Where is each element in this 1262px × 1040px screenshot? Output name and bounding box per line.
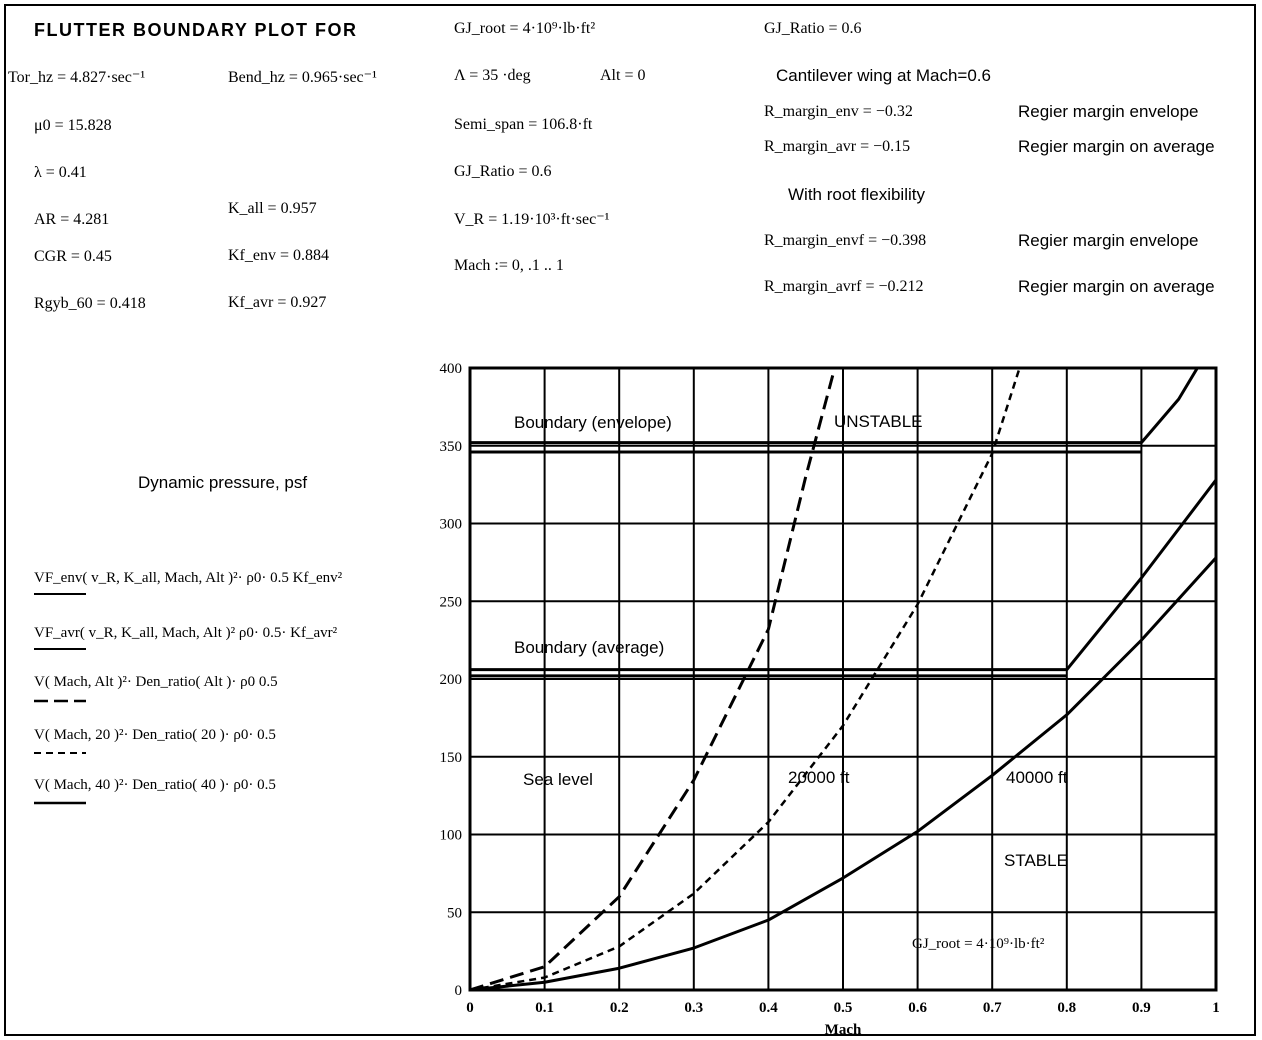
- boundary-envelope-line: [470, 368, 1200, 445]
- lambda-param: λ = 0.41: [34, 164, 87, 181]
- boundary-average-line: [470, 479, 1216, 672]
- kf-avr-param: Kf_avr = 0.927: [228, 294, 327, 311]
- annotation-20000-ft: 20000 ft: [788, 768, 850, 787]
- gj-ratio-param-top: GJ_Ratio = 0.6: [764, 20, 862, 37]
- annotation-boundary-envelope: Boundary (envelope): [514, 413, 672, 432]
- y-tick-label: 100: [440, 828, 463, 844]
- ar-param: AR = 4.281: [34, 211, 110, 228]
- annotation-stable: STABLE: [1004, 851, 1068, 870]
- y-tick-label: 150: [440, 750, 463, 766]
- kf-env-param: Kf_env = 0.884: [228, 247, 330, 264]
- mach-range-def: Mach := 0, .1 .. 1: [454, 257, 564, 274]
- annotation-boundary-average: Boundary (average): [514, 638, 664, 657]
- altitude-40000-curve: [470, 556, 1216, 990]
- legend-sample-20000: [34, 752, 86, 754]
- r-margin-avrf-desc: Regier margin on average: [1018, 277, 1215, 296]
- x-tick-label: 0.2: [610, 1000, 629, 1016]
- r-margin-envf: R_margin_envf = −0.398: [764, 232, 927, 249]
- x-tick-label: 0.9: [1132, 1000, 1151, 1016]
- annotation-sea-level: Sea level: [523, 770, 593, 789]
- r-margin-env-desc: Regier margin envelope: [1018, 102, 1199, 121]
- x-tick-label: 0.8: [1057, 1000, 1076, 1016]
- x-tick-label: 0: [466, 1000, 474, 1016]
- y-tick-label: 350: [440, 439, 463, 455]
- y-tick-label: 250: [440, 594, 463, 610]
- x-tick-label: 0.6: [908, 1000, 927, 1016]
- cgr-param: CGR = 0.45: [34, 248, 112, 265]
- r-margin-avr: R_margin_avr = −0.15: [764, 138, 911, 155]
- r-margin-avrf: R_margin_avrf = −0.212: [764, 278, 924, 295]
- x-tick-label: 0.4: [759, 1000, 778, 1016]
- semi-span-param: Semi_span = 106.8·ft: [454, 116, 593, 133]
- y-tick-label: 0: [455, 983, 463, 999]
- legend-sample-average: [34, 648, 86, 650]
- legend-sample-sea-level: [34, 699, 86, 703]
- r-margin-env: R_margin_env = −0.32: [764, 103, 913, 120]
- y-tick-label: 400: [440, 361, 463, 377]
- x-tick-label: 0.3: [684, 1000, 703, 1016]
- mu0-param: μ0 = 15.828: [34, 117, 112, 134]
- sea-level-curve: [470, 368, 837, 990]
- alt-param: Alt = 0: [600, 67, 646, 84]
- y-tick-label: 300: [440, 517, 463, 533]
- x-tick-label: 0.1: [535, 1000, 554, 1016]
- legend-sample-envelope: [34, 593, 86, 595]
- v-r-param: V_R = 1.19·10³·ft·sec⁻¹: [454, 211, 610, 228]
- root-flex-note: With root flexibility: [788, 185, 925, 204]
- rgyb-param: Rgyb_60 = 0.418: [34, 295, 146, 312]
- x-tick-label: 0.7: [983, 1000, 1002, 1016]
- worksheet-frame: [4, 4, 1256, 1036]
- r-margin-envf-desc: Regier margin envelope: [1018, 231, 1199, 250]
- sweep-param: Λ = 35 ·deg: [454, 67, 531, 84]
- y-tick-label: 50: [447, 905, 462, 921]
- r-margin-avr-desc: Regier margin on average: [1018, 137, 1215, 156]
- annotation-unstable: UNSTABLE: [834, 412, 923, 431]
- annotation-40000-ft: 40000 ft: [1006, 768, 1068, 787]
- cantilever-note: Cantilever wing at Mach=0.6: [776, 66, 991, 85]
- x-tick-label: 1: [1212, 1000, 1220, 1016]
- legend-label-40000: V( Mach, 40 )²· Den_ratio( 40 )· ρ0· 0.5: [34, 777, 276, 793]
- legend-label-20000: V( Mach, 20 )²· Den_ratio( 20 )· ρ0· 0.5: [34, 727, 276, 743]
- y-tick-label: 200: [440, 672, 463, 688]
- tor-hz-param: Tor_hz = 4.827·sec⁻¹: [8, 69, 146, 86]
- sheet-title: FLUTTER BOUNDARY PLOT FOR: [34, 20, 358, 40]
- x-axis-label: Mach: [825, 1022, 862, 1038]
- legend-label-vf-avr: VF_avr( v_R, K_all, Mach, Alt )² ρ0· 0.5…: [34, 625, 338, 641]
- annotation-gj-root: GJ_root = 4·10⁹·lb·ft²: [912, 936, 1045, 952]
- altitude-20000-curve: [470, 368, 1021, 990]
- legend-label-vf-env: VF_env( v_R, K_all, Mach, Alt )²· ρ0· 0.…: [34, 570, 343, 586]
- legend-label-sea-level: V( Mach, Alt )²· Den_ratio( Alt )· ρ0 0.…: [34, 674, 278, 690]
- x-tick-label: 0.5: [834, 1000, 853, 1016]
- gj-ratio-param: GJ_Ratio = 0.6: [454, 163, 552, 180]
- plot-border: [468, 366, 1218, 992]
- legend-sample-40000: [34, 801, 86, 805]
- gj-root-param: GJ_root = 4·10⁹·lb·ft²: [454, 20, 596, 37]
- y-axis-caption: Dynamic pressure, psf: [138, 473, 308, 492]
- k-all-param: K_all = 0.957: [228, 200, 317, 217]
- bend-hz-param: Bend_hz = 0.965·sec⁻¹: [228, 69, 377, 86]
